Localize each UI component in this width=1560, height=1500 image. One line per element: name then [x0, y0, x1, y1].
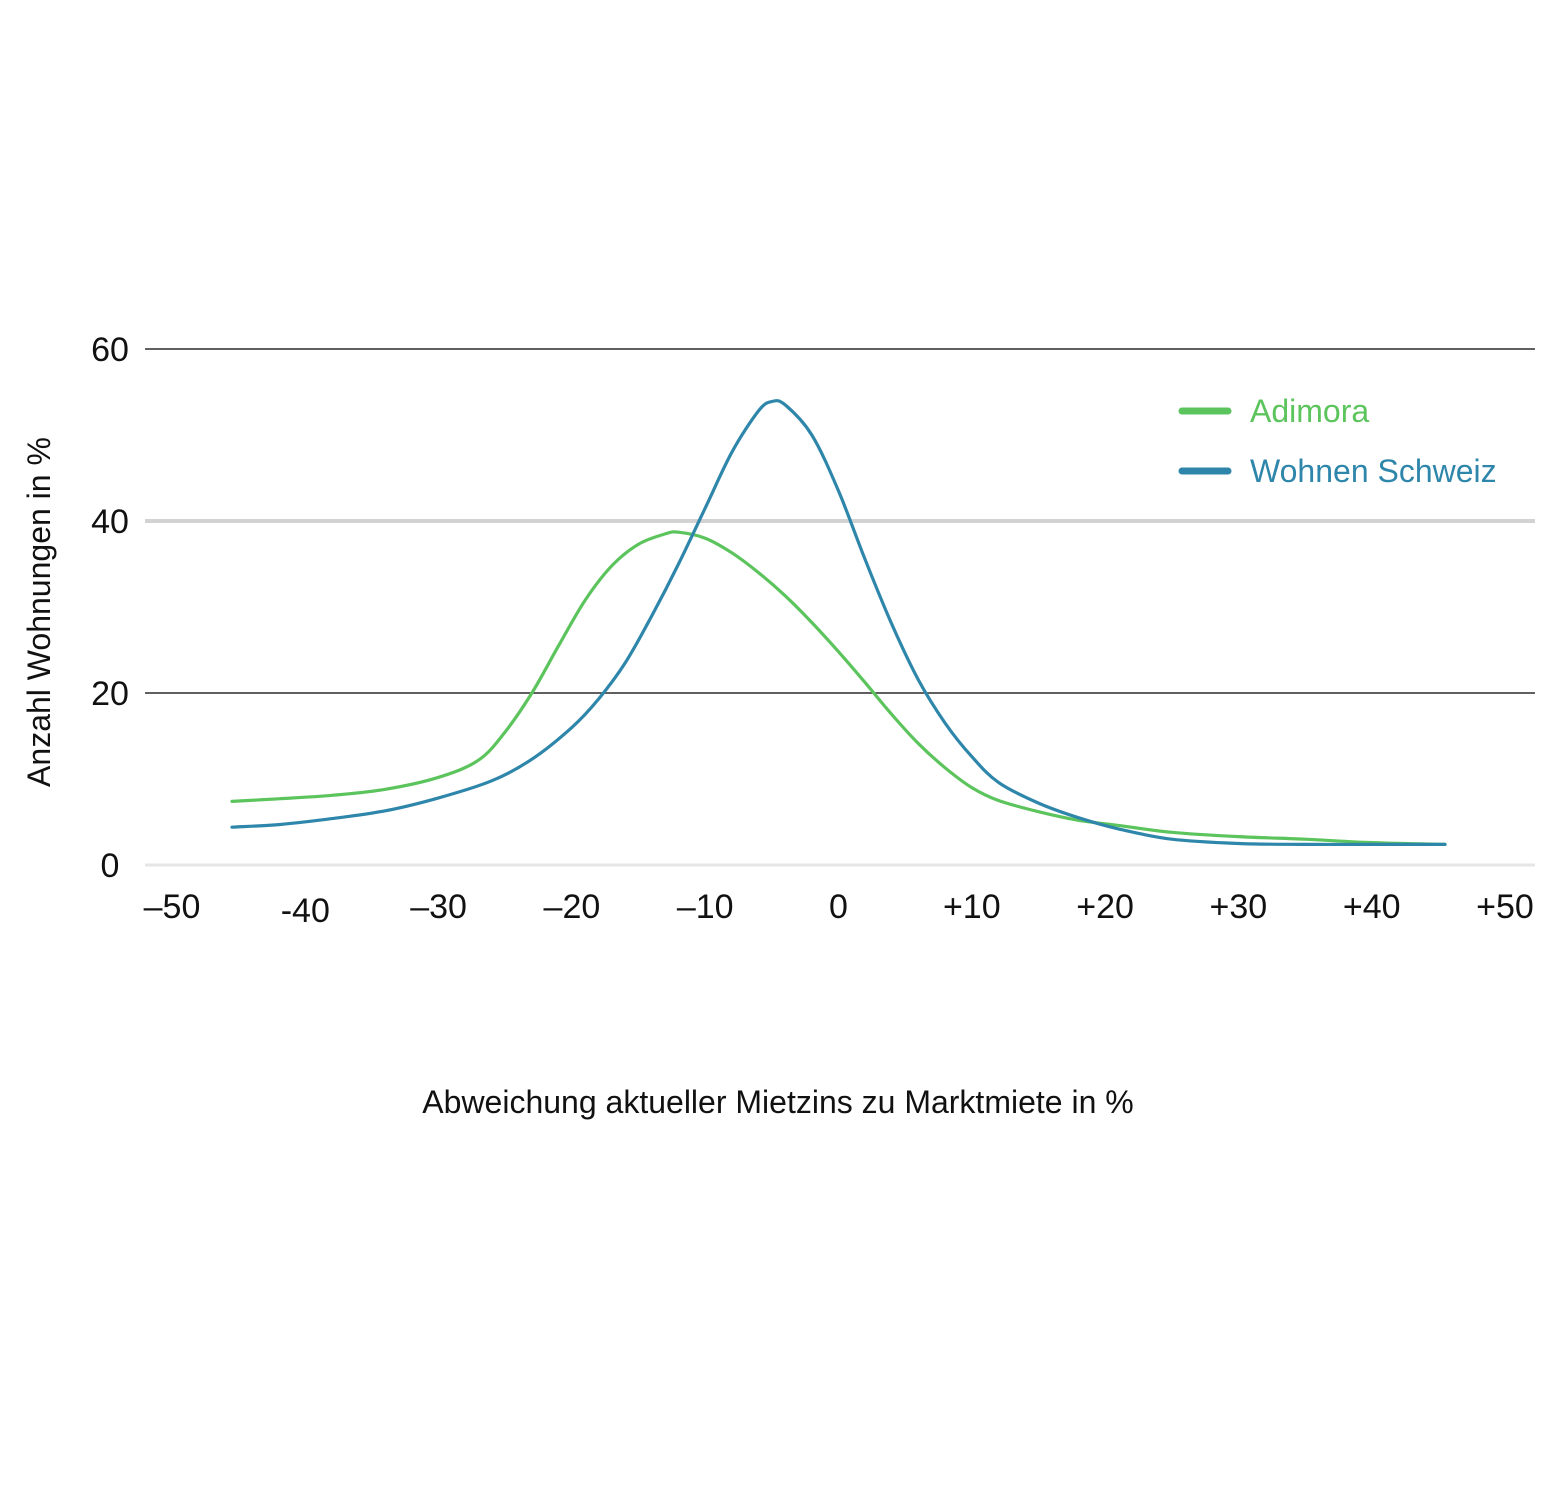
x-tick-label: +20 [1076, 888, 1134, 926]
x-tick-label: +10 [943, 888, 1001, 926]
y-tick-label: 20 [91, 675, 129, 713]
series-lines [230, 399, 1447, 847]
x-axis-ticks: –50 -40 –30 –20 –10 0 +10 +20 +30 +40 +50 [144, 888, 1534, 930]
legend-label-adimora: Adimora [1250, 393, 1369, 429]
legend: Adimora Wohnen Schweiz [1178, 393, 1497, 489]
y-tick-label: 0 [101, 847, 120, 885]
legend-label-wohnen-schweiz: Wohnen Schweiz [1250, 453, 1497, 489]
x-tick-label: –10 [677, 888, 734, 926]
x-tick-label: +40 [1343, 888, 1401, 926]
gridlines [145, 348, 1535, 867]
y-tick-label: 40 [91, 503, 129, 541]
x-tick-label: +30 [1210, 888, 1268, 926]
y-axis-title: Anzahl Wohnungen in % [21, 437, 57, 787]
series-line-adimora [230, 530, 1447, 846]
x-tick-label: -40 [281, 892, 330, 930]
y-axis-ticks: 0 20 40 60 [91, 331, 129, 885]
x-tick-label: –50 [144, 888, 201, 926]
x-axis-title: Abweichung aktueller Mietzins zu Marktmi… [422, 1084, 1133, 1120]
x-tick-label: –20 [544, 888, 601, 926]
x-tick-label: –30 [410, 888, 467, 926]
series-line-wohnen-schweiz [230, 399, 1447, 847]
x-tick-label: +50 [1476, 888, 1534, 926]
x-tick-label: 0 [829, 888, 848, 926]
y-tick-label: 60 [91, 331, 129, 369]
